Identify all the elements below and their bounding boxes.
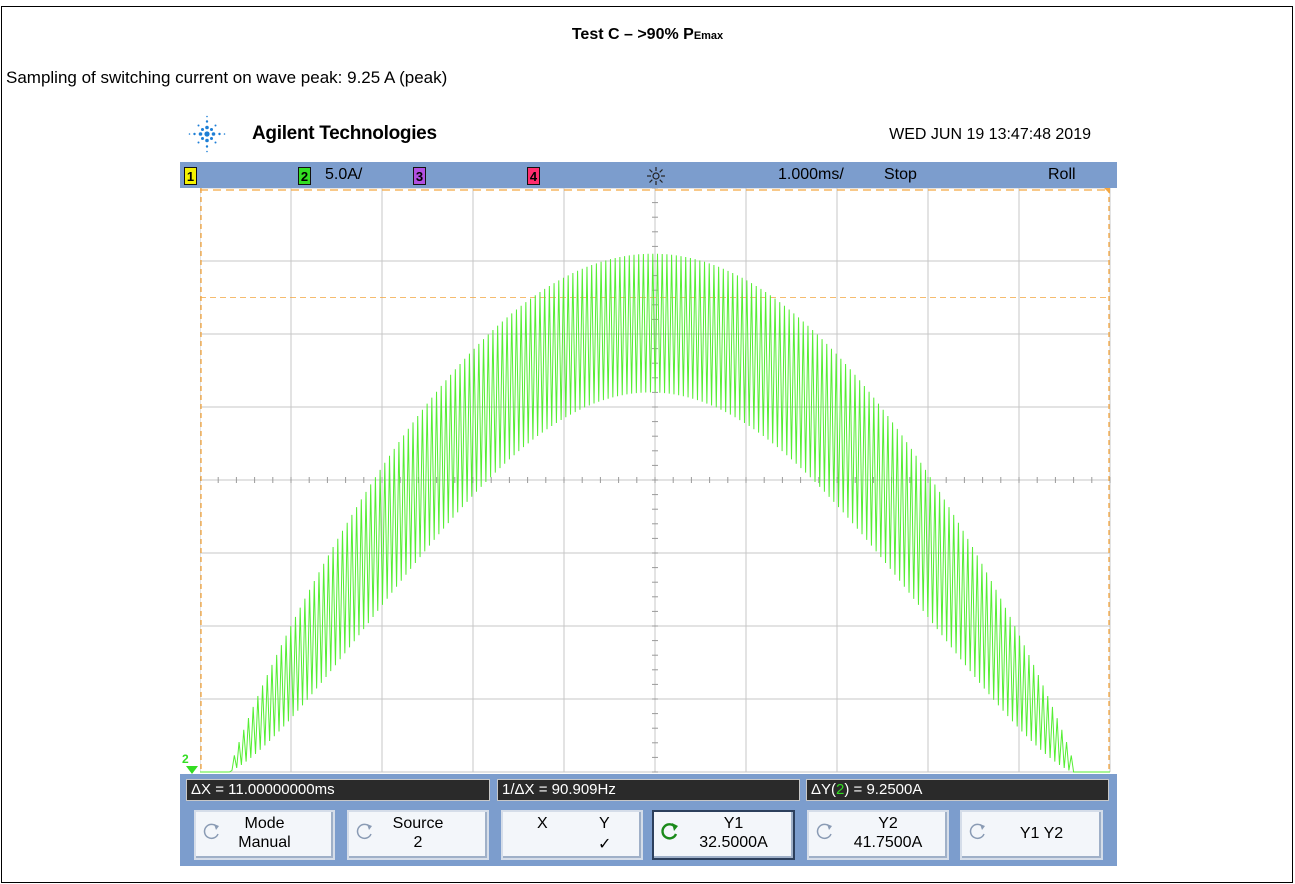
document-subtitle: Sampling of switching current on wave pe… — [6, 68, 448, 87]
y-selected-check: ✓ — [598, 836, 612, 853]
agilent-spark-icon — [188, 115, 226, 153]
scope-status-bar: 1 2 5.0A/ 3 4 1.000ms/ Stop Roll — [180, 162, 1117, 188]
source-softkey-value: 2 — [413, 834, 423, 851]
x-y-softkey[interactable]: X Y ✓ — [501, 810, 643, 860]
ground-arrow-icon — [186, 766, 198, 774]
y1-y2-softkey[interactable]: Y1 Y2 — [960, 810, 1103, 860]
oscilloscope-screenshot: Agilent Technologies WED JUN 19 13:47:48… — [180, 108, 1117, 866]
document-title-subscript: Emax — [693, 30, 724, 42]
delta-y-channel: 2 — [836, 781, 845, 798]
acquisition-mode: Roll — [1048, 166, 1076, 183]
brand-name: Agilent Technologies — [252, 123, 437, 144]
cycle-arrow-icon — [203, 823, 219, 840]
delta-y-readout: ΔY(2) = 9.2500A — [806, 779, 1109, 801]
timebase-readout: 1.000ms/ — [778, 166, 844, 183]
y2-softkey-value: 41.7500A — [853, 834, 923, 851]
mode-softkey-value: Manual — [238, 834, 291, 851]
channel-2-indicator[interactable]: 2 — [298, 167, 311, 185]
y1-softkey-label: Y1 — [723, 815, 744, 832]
document-title-main: Test C – >90% P — [571, 26, 694, 43]
waveform-display — [200, 188, 1115, 774]
y1-y2-softkey-label: Y1 Y2 — [1019, 825, 1064, 842]
y2-softkey-label: Y2 — [878, 815, 898, 832]
y-softkey-label: Y — [599, 815, 610, 832]
x-softkey-label: X — [537, 815, 548, 832]
cursor-corner-marker — [1104, 188, 1110, 194]
cycle-arrow-icon — [356, 823, 372, 840]
channel-1-indicator[interactable]: 1 — [184, 167, 197, 185]
run-state: Stop — [884, 166, 917, 183]
channel-2-waveform-trace — [200, 253, 1110, 773]
y1-softkey-value: 32.5000A — [699, 834, 768, 851]
source-softkey[interactable]: Source 2 — [347, 810, 489, 860]
mode-softkey-label: Mode — [244, 815, 285, 832]
cycle-arrow-active-icon — [661, 823, 678, 840]
document-frame — [1, 6, 1293, 883]
cursor-readout-panel: ΔX = 11.00000000ms 1/ΔX = 90.909Hz ΔY(2)… — [180, 774, 1117, 866]
cycle-arrow-icon — [969, 823, 985, 840]
mode-softkey[interactable]: Mode Manual — [194, 810, 335, 860]
timestamp: WED JUN 19 13:47:48 2019 — [889, 126, 1091, 143]
channel-3-indicator[interactable]: 3 — [413, 167, 426, 185]
waveform-plot — [200, 188, 1111, 773]
y1-softkey[interactable]: Y1 32.5000A — [652, 810, 795, 860]
channel-4-indicator[interactable]: 4 — [527, 167, 540, 185]
y2-softkey[interactable]: Y2 41.7500A — [807, 810, 949, 860]
source-softkey-label: Source — [392, 815, 444, 832]
cycle-arrow-icon — [816, 823, 832, 840]
delta-y-prefix: ΔY( — [811, 781, 837, 798]
inverse-delta-x-readout: 1/ΔX = 90.909Hz — [497, 779, 800, 801]
sun-trigger-icon — [647, 167, 665, 185]
document-title: Test C – >90% PEmax — [0, 26, 1295, 44]
delta-y-value: ) = 9.2500A — [844, 781, 923, 798]
delta-x-readout: ΔX = 11.00000000ms — [186, 779, 490, 801]
channel-2-scale: 5.0A/ — [325, 166, 363, 183]
channel-2-ground-marker: 2 — [182, 752, 189, 766]
